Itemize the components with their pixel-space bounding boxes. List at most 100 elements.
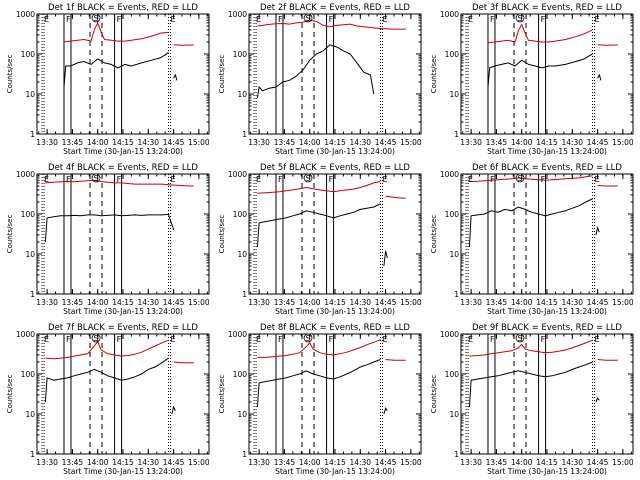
segment-label: E — [468, 15, 473, 24]
x-axis-label: Start Time (30-Jan-15 13:24:00) — [275, 467, 395, 476]
y-tick-label: 100 — [445, 370, 460, 379]
detector-panel: Det 5f BLACK = Events, RED = LLD E F F E S 1 10… — [218, 163, 422, 316]
plot-content — [41, 14, 194, 134]
y-tick-label: 1 — [30, 450, 35, 459]
y-tick-label: 100 — [21, 50, 36, 59]
segment-label: E — [44, 335, 49, 344]
segment-label: F — [541, 15, 546, 24]
segment-label: F — [117, 15, 122, 24]
x-tick-label: 14:00 — [87, 458, 109, 467]
lld-series-line — [385, 359, 406, 361]
x-tick-label: 13:45 — [62, 138, 84, 147]
segment-label: F — [278, 335, 283, 344]
x-tick-label: 13:45 — [274, 298, 296, 307]
segment-label: E — [383, 335, 388, 344]
x-tick-label: 15:00 — [400, 458, 422, 467]
x-tick-label: 14:45 — [587, 458, 609, 467]
y-tick-label: 100 — [21, 210, 36, 219]
x-tick-label: 14:30 — [561, 138, 583, 147]
x-tick-label: 14:45 — [375, 138, 397, 147]
y-tick-label: 1 — [242, 130, 247, 139]
plot-content — [465, 14, 618, 134]
x-tick-label: 13:30 — [248, 458, 270, 467]
x-axis-label: Start Time (30-Jan-15 13:24:00) — [487, 467, 607, 476]
x-tick-label: 14:45 — [587, 298, 609, 307]
y-tick-label: 100 — [445, 210, 460, 219]
x-axis-label: Start Time (30-Jan-15 13:24:00) — [63, 147, 183, 156]
x-tick-label: 13:45 — [274, 458, 296, 467]
y-tick-label: 10 — [25, 410, 35, 419]
lld-series-line — [173, 44, 194, 46]
x-tick-label: 15:00 — [400, 138, 422, 147]
x-tick-label: 14:15 — [112, 138, 134, 147]
x-tick-label: 15:00 — [612, 298, 634, 307]
y-axis-label: Counts/sec — [6, 375, 14, 414]
detector-panel: Det 9f BLACK = Events, RED = LLD E F F E S 1 10… — [430, 323, 634, 476]
x-tick-label: 14:15 — [536, 298, 558, 307]
x-axis-label: Start Time (30-Jan-15 13:24:00) — [275, 307, 395, 316]
events-series-line — [63, 51, 169, 88]
y-tick-label: 1000 — [228, 10, 247, 19]
segment-label: E — [383, 175, 388, 184]
segment-label: F — [66, 335, 71, 344]
events-series-line — [487, 53, 593, 88]
x-axis-label: Start Time (30-Jan-15 13:24:00) — [487, 307, 607, 316]
plot-content — [253, 174, 406, 294]
x-tick-label: 13:45 — [486, 138, 508, 147]
x-tick-label: 13:45 — [486, 458, 508, 467]
events-series-line — [595, 397, 600, 403]
x-tick-label: 14:15 — [536, 138, 558, 147]
x-tick-label: 14:15 — [536, 458, 558, 467]
panel-title: Det 2f BLACK = Events, RED = LLD — [260, 3, 410, 13]
plot-frame — [248, 333, 422, 455]
segment-label: E — [44, 15, 49, 24]
x-tick-label: 13:30 — [36, 298, 58, 307]
y-tick-label: 10 — [25, 90, 35, 99]
segment-label: F — [541, 335, 546, 344]
x-tick-label: 14:00 — [87, 138, 109, 147]
y-tick-label: 1000 — [440, 330, 459, 339]
plot-frame — [248, 13, 422, 135]
segment-label: F — [329, 175, 334, 184]
panel-title: Det 1f BLACK = Events, RED = LLD — [48, 3, 198, 13]
y-axis-label: Counts/sec — [218, 375, 226, 414]
panel-title: Det 8f BLACK = Events, RED = LLD — [260, 323, 410, 333]
x-tick-label: 14:00 — [511, 138, 533, 147]
segment-label: E — [44, 175, 49, 184]
y-tick-label: 1 — [30, 130, 35, 139]
lld-series-line — [173, 361, 194, 364]
plot-frame — [36, 333, 210, 455]
plot-frame — [36, 173, 210, 295]
y-tick-label: 10 — [237, 410, 247, 419]
segment-label: E — [468, 175, 473, 184]
x-tick-label: 14:00 — [299, 298, 321, 307]
lld-series-line — [487, 23, 593, 44]
segment-label: E — [171, 335, 176, 344]
detector-panel: Det 4f BLACK = Events, RED = LLD E F F E S 1 10… — [6, 163, 210, 316]
x-tick-label: 14:30 — [349, 138, 371, 147]
x-axis-label: Start Time (30-Jan-15 13:24:00) — [275, 147, 395, 156]
segment-label: F — [541, 175, 546, 184]
y-tick-label: 1000 — [228, 170, 247, 179]
x-tick-label: 13:45 — [486, 298, 508, 307]
x-tick-label: 15:00 — [612, 138, 634, 147]
panel-title: Det 3f BLACK = Events, RED = LLD — [472, 3, 622, 13]
segment-label: F — [490, 15, 495, 24]
special-marker-label: S — [517, 14, 522, 23]
y-tick-label: 1 — [242, 450, 247, 459]
segment-label: F — [117, 335, 122, 344]
segment-label: E — [468, 335, 473, 344]
y-tick-label: 10 — [449, 250, 459, 259]
x-tick-label: 15:00 — [188, 298, 210, 307]
special-marker-label: S — [305, 174, 310, 183]
x-tick-label: 13:30 — [460, 298, 482, 307]
x-tick-label: 13:45 — [62, 298, 84, 307]
x-tick-label: 14:00 — [511, 458, 533, 467]
y-tick-label: 100 — [233, 370, 248, 379]
plot-content — [465, 334, 618, 454]
panel-title: Det 5f BLACK = Events, RED = LLD — [260, 163, 410, 173]
x-tick-label: 14:30 — [137, 138, 159, 147]
events-series-line — [468, 198, 593, 248]
lld-series-line — [597, 44, 618, 46]
